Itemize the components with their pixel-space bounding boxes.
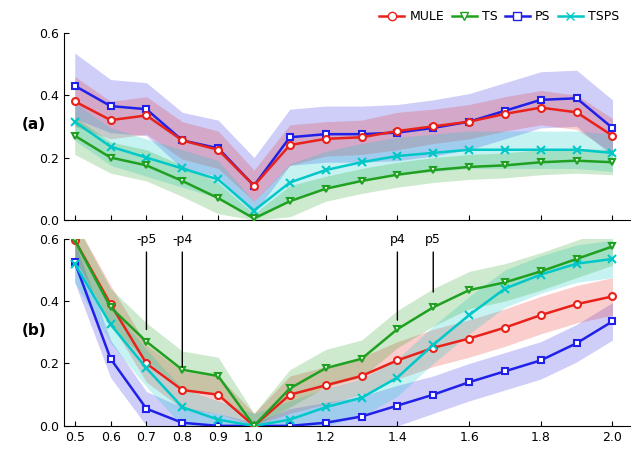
Text: -p4: -p4	[172, 234, 193, 367]
Legend: MULE, TS, PS, TSPS: MULE, TS, PS, TSPS	[374, 5, 624, 28]
Text: (a): (a)	[22, 117, 45, 132]
Text: -p5: -p5	[136, 234, 157, 329]
Text: (b): (b)	[22, 323, 46, 338]
Text: p4: p4	[390, 234, 405, 320]
Text: p5: p5	[426, 234, 441, 292]
